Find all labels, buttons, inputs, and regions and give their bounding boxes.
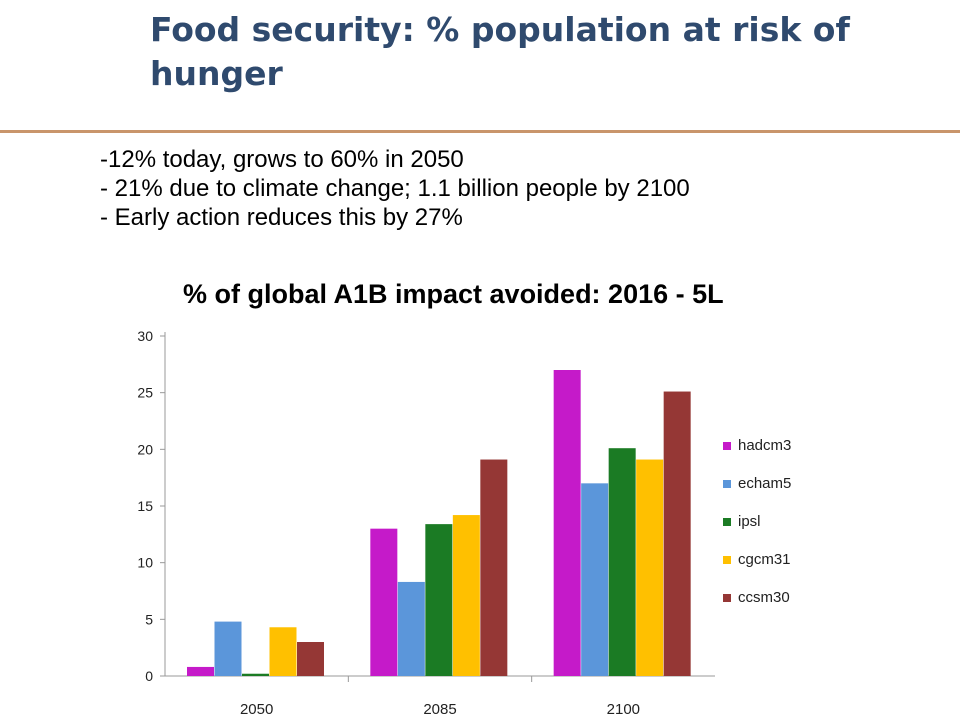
x-tick-label: 2100 xyxy=(607,701,640,718)
legend-swatch xyxy=(723,442,731,450)
y-tick-label: 25 xyxy=(137,385,153,401)
y-tick-label: 15 xyxy=(137,498,153,514)
chart-bars xyxy=(187,370,691,676)
title-divider xyxy=(0,130,960,133)
bar-cgcm31-2100 xyxy=(636,459,664,676)
bar-ipsl-2100 xyxy=(608,448,636,676)
bar-ipsl-2085 xyxy=(425,524,453,676)
bullet-item: - Early action reduces this by 27% xyxy=(100,204,463,231)
bar-echam5-2085 xyxy=(397,581,425,676)
bullet-item: - 21% due to climate change; 1.1 billion… xyxy=(100,175,690,202)
legend-swatch xyxy=(723,556,731,564)
bar-hadcm3-2050 xyxy=(187,666,214,676)
bar-hadcm3-2100 xyxy=(553,370,581,676)
y-tick-label: 30 xyxy=(137,328,153,344)
x-tick-label: 2085 xyxy=(423,701,456,718)
y-tick-label: 20 xyxy=(137,441,153,457)
slide-title: Food security: % population at risk of h… xyxy=(150,10,850,93)
legend-label: ipsl xyxy=(738,513,761,530)
y-tick-label: 10 xyxy=(137,555,153,571)
bar-cgcm31-2085 xyxy=(452,515,480,676)
chart-axes: 0 5 10 15 20 25 30 2050 2085 2100 xyxy=(137,328,715,718)
legend-swatch xyxy=(723,480,731,488)
bar-ccsm30-2050 xyxy=(297,642,324,676)
legend-label: cgcm31 xyxy=(738,551,791,568)
bar-chart: % of global A1B impact avoided: 2016 - 5… xyxy=(137,279,791,718)
chart-title: % of global A1B impact avoided: 2016 - 5… xyxy=(183,279,724,309)
bar-ipsl-2050 xyxy=(242,673,269,676)
legend-label: hadcm3 xyxy=(738,437,791,454)
bullet-list: -12% today, grows to 60% in 2050 - 21% d… xyxy=(100,145,690,232)
chart-legend: hadcm3 echam5 ipsl cgcm31 ccsm30 xyxy=(723,437,791,606)
bar-echam5-2100 xyxy=(581,483,609,676)
bullet-item: -12% today, grows to 60% in 2050 xyxy=(100,146,464,173)
legend-label: ccsm30 xyxy=(738,589,790,606)
y-tick-label: 0 xyxy=(145,668,153,684)
bar-hadcm3-2085 xyxy=(370,528,398,676)
bar-cgcm31-2050 xyxy=(269,627,297,676)
x-tick-label: 2050 xyxy=(240,701,273,718)
legend-swatch xyxy=(723,518,731,526)
bar-echam5-2050 xyxy=(214,621,242,676)
bar-ccsm30-2085 xyxy=(480,459,508,676)
legend-label: echam5 xyxy=(738,475,791,492)
legend-swatch xyxy=(723,594,731,602)
y-tick-label: 5 xyxy=(145,611,153,627)
bar-ccsm30-2100 xyxy=(663,391,691,676)
